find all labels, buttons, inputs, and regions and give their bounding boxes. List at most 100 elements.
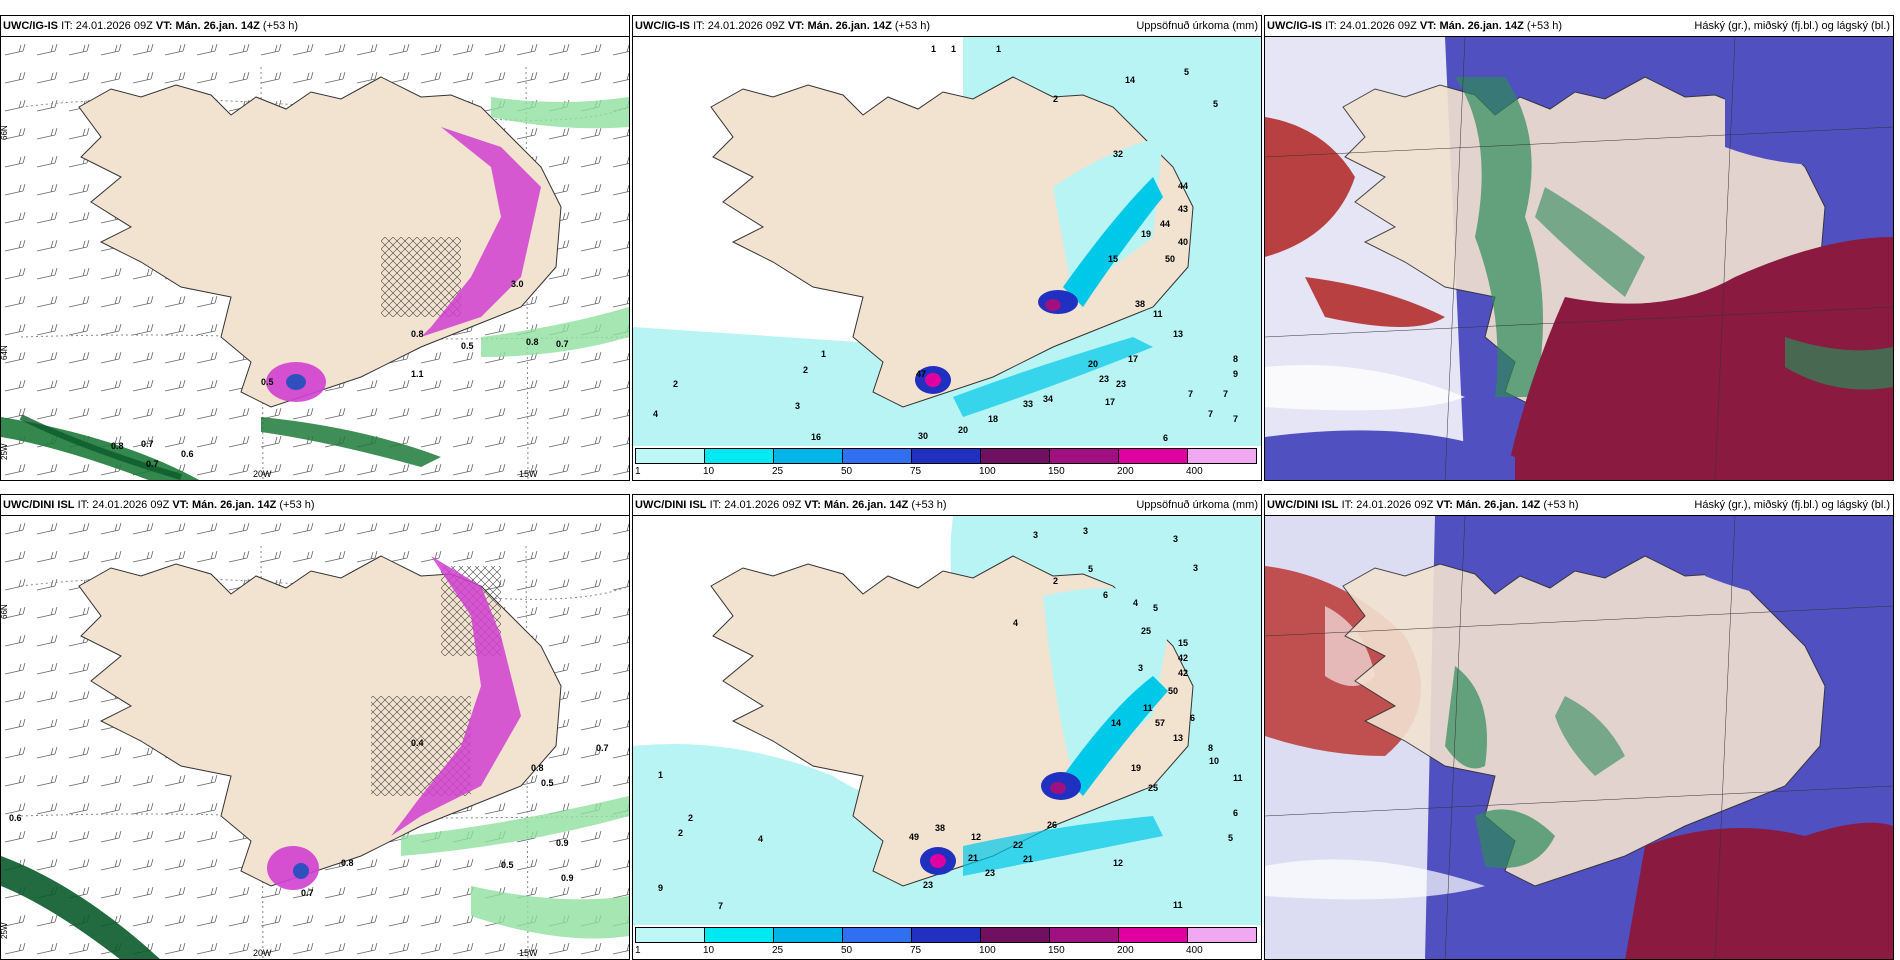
precip-value: 34 xyxy=(1043,394,1053,404)
legend-label: 1 xyxy=(635,945,641,956)
precip-value: 16 xyxy=(811,432,821,442)
precip-value: 19 xyxy=(1131,763,1141,773)
precip-value: 43 xyxy=(1178,204,1188,214)
snow-value: 0.8 xyxy=(411,329,424,339)
precip-value: 6 xyxy=(1190,713,1195,723)
precip-value: 32 xyxy=(1113,149,1123,159)
it-value: 24.01.2026 09Z xyxy=(724,499,802,511)
vt-value: Mán. 26.jan. 14Z xyxy=(823,499,909,511)
precip-value: 4 xyxy=(758,834,763,844)
snow-value: 0.4 xyxy=(411,738,424,748)
panel-clouds-bottom: UWC/DINI ISL IT: 24.01.2026 09Z VT: Mán.… xyxy=(1264,494,1894,960)
precip-legend: 1 10 25 50 75 100 150 200 400 xyxy=(633,446,1261,480)
map-snow-bottom: 66N 20W 15W 25W 0.6 0.7 0.8 0.5 0.4 0.9 … xyxy=(1,515,629,959)
legend-label: 50 xyxy=(841,945,853,956)
legend-label: 25 xyxy=(772,466,784,477)
lead-time: (+53 h) xyxy=(1543,499,1579,511)
precip-value: 25 xyxy=(1148,783,1158,793)
precip-value: 6 xyxy=(1233,808,1238,818)
precip-value: 1 xyxy=(821,349,826,359)
precip-value: 47 xyxy=(916,369,926,379)
it-label: IT: xyxy=(1341,499,1354,511)
precip-value: 2 xyxy=(678,828,683,838)
precip-value: 15 xyxy=(1108,254,1118,264)
map-snow-top: 66N 64N 20W 15W 25W 0.5 0.8 0.5 0.8 0.7 … xyxy=(1,36,629,480)
precip-value: 21 xyxy=(968,853,978,863)
model-name: UWC/IG-IS xyxy=(1267,20,1322,32)
vt-label: VT: xyxy=(172,499,189,511)
precip-value: 25 xyxy=(1141,626,1151,636)
precip-value: 1 xyxy=(951,44,956,54)
precip-value: 26 xyxy=(1047,820,1057,830)
panel-header: UWC/IG-IS IT: 24.01.2026 09Z VT: Mán. 26… xyxy=(633,16,1261,36)
legend-label: 200 xyxy=(1117,466,1134,477)
precip-value: 3 xyxy=(795,401,800,411)
precip-value: 14 xyxy=(1111,718,1121,728)
precip-value: 2 xyxy=(1053,94,1058,104)
panel-header: UWC/DINI ISL IT: 24.01.2026 09Z VT: Mán.… xyxy=(633,495,1261,515)
map-clouds-top xyxy=(1265,36,1893,480)
legend-label: 100 xyxy=(979,945,996,956)
precip-value: 7 xyxy=(1208,409,1213,419)
precip-value: 42 xyxy=(1178,668,1188,678)
legend-label: 200 xyxy=(1117,945,1134,956)
snow-value: 0.9 xyxy=(561,873,574,883)
legend-label: 1 xyxy=(635,466,641,477)
it-label: IT: xyxy=(61,20,73,32)
vt-value: Mán. 26.jan. 14Z xyxy=(175,20,260,32)
precip-value: 6 xyxy=(1103,590,1108,600)
it-value: 24.01.2026 09Z xyxy=(75,20,153,32)
precip-value: 23 xyxy=(923,880,933,890)
legend-bar xyxy=(635,927,1257,943)
panel-header: UWC/IG-IS IT: 24.01.2026 09Z VT: Mán. 26… xyxy=(1265,16,1893,36)
snow-value: 1.1 xyxy=(411,369,424,379)
precip-value: 2 xyxy=(688,813,693,823)
lead-time: (+53 h) xyxy=(911,499,947,511)
precip-value: 8 xyxy=(1233,354,1238,364)
precip-value: 4 xyxy=(653,409,658,419)
lat-label: 64N xyxy=(1,345,9,360)
precip-value: 50 xyxy=(1168,686,1178,696)
it-value: 24.01.2026 09Z xyxy=(1339,20,1417,32)
lead-time: (+53 h) xyxy=(1526,20,1563,32)
precip-value: 3 xyxy=(1193,563,1198,573)
model-name: UWC/DINI ISL xyxy=(3,499,75,511)
precip-value: 4 xyxy=(1013,618,1018,628)
lat-label: 66N xyxy=(1,604,9,619)
vt-label: VT: xyxy=(1419,20,1437,32)
vt-label: VT: xyxy=(1436,499,1453,511)
precip-value: 5 xyxy=(1228,833,1233,843)
precip-value: 38 xyxy=(1135,299,1145,309)
vt-value: Mán. 26.jan. 14Z xyxy=(191,499,277,511)
legend-label: 400 xyxy=(1186,466,1203,477)
precip-value: 13 xyxy=(1173,733,1183,743)
panel-snow-bottom: UWC/DINI ISL IT: 24.01.2026 09Z VT: Mán.… xyxy=(0,494,630,960)
precip-value: 5 xyxy=(1088,564,1093,574)
it-label: IT: xyxy=(709,499,722,511)
precip-value: 5 xyxy=(1213,99,1218,109)
precip-value: 2 xyxy=(1053,576,1058,586)
precip-value: 7 xyxy=(718,901,723,911)
lat-label: 66N xyxy=(1,125,9,140)
precip-value: 14 xyxy=(1125,75,1135,85)
legend-label: 75 xyxy=(910,945,922,956)
it-value: 24.01.2026 09Z xyxy=(92,499,170,511)
lead-time: (+53 h) xyxy=(894,20,931,32)
precip-value: 42 xyxy=(1178,653,1188,663)
precip-value: 23 xyxy=(1116,379,1126,389)
vt-value: Mán. 26.jan. 14Z xyxy=(1439,20,1524,32)
precip-value: 5 xyxy=(1153,603,1158,613)
vt-value: Mán. 26.jan. 14Z xyxy=(807,20,892,32)
snow-value: 3.0 xyxy=(511,279,524,289)
precip-value: 8 xyxy=(1208,743,1213,753)
it-label: IT: xyxy=(1325,20,1337,32)
precip-value: 3 xyxy=(1173,534,1178,544)
lead-time: (+53 h) xyxy=(262,20,299,32)
precip-value: 19 xyxy=(1141,229,1151,239)
precip-value: 2 xyxy=(803,365,808,375)
legend-label: 150 xyxy=(1048,466,1065,477)
precip-value: 22 xyxy=(1013,840,1023,850)
vt-label: VT: xyxy=(787,20,805,32)
precip-value: 17 xyxy=(1105,397,1115,407)
